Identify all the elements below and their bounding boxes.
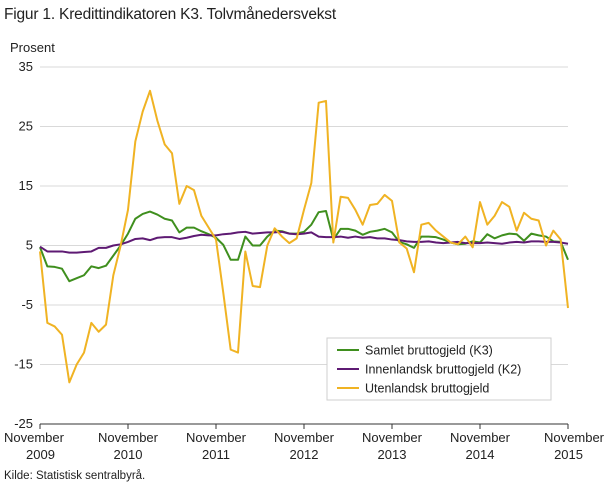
x-tick-label-month: November	[274, 430, 335, 445]
x-tick-label-year: 2013	[378, 447, 407, 462]
x-tick-label-year: 2009	[26, 447, 55, 462]
y-tick-label: -5	[21, 297, 33, 312]
x-tick-label-month: November	[98, 430, 159, 445]
x-axis: November 2009 November 2010 November 2011 Nove…	[4, 423, 605, 462]
y-tick-label: 5	[26, 238, 33, 253]
series-line-3	[39, 89, 569, 384]
source-note: Kilde: Statistisk sentralbyrå.	[4, 470, 146, 482]
y-tick-label: -15	[14, 357, 33, 372]
y-tick-label: 15	[19, 178, 33, 193]
legend-label: Innenlandsk bruttogjeld (K2)	[365, 363, 521, 377]
legend-label: Samlet bruttogjeld (K3)	[365, 344, 493, 358]
x-tick-label-month: November	[450, 430, 511, 445]
y-tick-label: 35	[19, 59, 33, 74]
x-tick-label-month: November	[4, 430, 65, 445]
y-tick-label: -25	[14, 416, 33, 431]
x-tick-label-year: 2012	[290, 447, 319, 462]
x-tick-label-month: November	[362, 430, 423, 445]
x-tick-label-month: November	[186, 430, 247, 445]
y-tick-label: 25	[19, 119, 33, 134]
chart-title: Figur 1. Kredittindikatoren K3. Tolvmåne…	[4, 6, 336, 23]
x-tick-label-year: 2011	[202, 447, 230, 462]
series-lines	[39, 89, 569, 384]
legend-label: Utenlandsk bruttogjeld	[365, 382, 489, 396]
legend-box	[326, 337, 552, 401]
x-tick-label-year: 2010	[114, 447, 143, 462]
x-tick-label-month: November	[544, 430, 605, 445]
y-axis-label: Prosent	[10, 40, 55, 55]
x-tick-label-year: 2015	[554, 447, 583, 462]
series-line-2	[39, 230, 569, 254]
y-tick-labels: 35 25 15 5 -5 -15 -25	[14, 59, 33, 431]
x-tick-label-year: 2014	[466, 447, 495, 462]
legend: Samlet bruttogjeld (K3) Innenlandsk brutt…	[326, 337, 552, 401]
